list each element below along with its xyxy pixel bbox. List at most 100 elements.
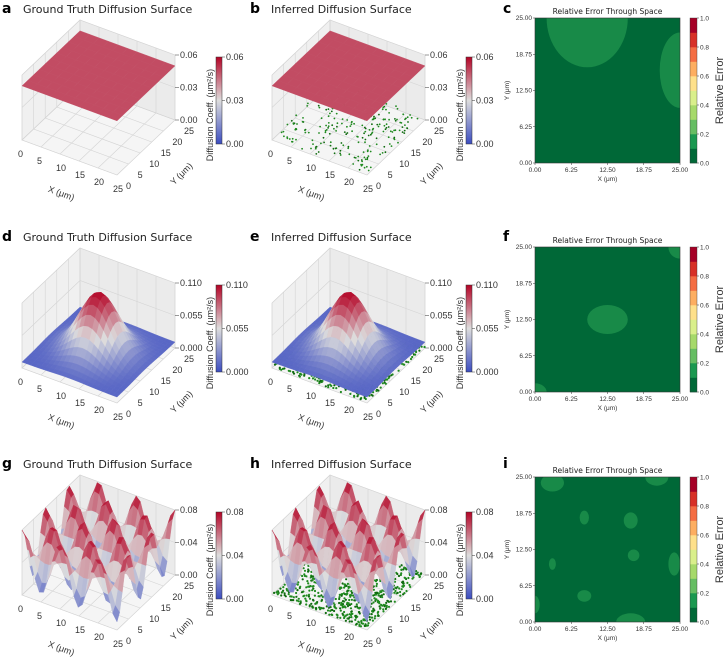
sample-point [346,589,349,592]
sample-point [398,587,401,590]
sample-point [420,572,423,575]
colorbar-segment [690,564,697,579]
gridline [271,247,426,304]
x-tick-label: 20 [94,177,104,187]
error-region [616,613,646,622]
sample-point [358,610,361,614]
x-tick-label: 10 [56,163,66,173]
sample-point [307,582,310,585]
sample-point [369,133,372,136]
sample-point [335,130,337,132]
sample-point [325,605,328,608]
sample-point [301,574,304,578]
y-tick-label: 10 [399,614,409,624]
sample-point [348,620,351,623]
sample-point [292,372,296,375]
sample-point [379,595,382,599]
sample-point [325,124,327,127]
sample-point [373,597,376,600]
sample-point [411,355,414,359]
sample-point [354,605,357,608]
colorbar-tick-label: 0.04 [226,551,244,561]
sample-point [344,598,347,601]
colorbar-frame [689,17,698,164]
y-tick-label: 25 [184,354,194,364]
colorbar-tick-label: 0.4 [700,103,709,110]
sample-point [292,596,295,599]
sample-point [343,583,346,586]
sample-point [343,131,346,134]
sample-point [364,158,367,161]
panel-letter: c [503,1,511,17]
sample-point [367,149,369,152]
sample-point [367,155,370,158]
sample-point [282,130,285,133]
sample-point [336,616,339,619]
sample-point [296,589,299,592]
sample-point [276,590,279,593]
panel-letter: g [2,456,12,472]
sample-point [311,139,314,142]
y-tick-label: 5 [388,170,393,180]
sample-point [379,153,381,156]
y-tick-label: 0 [126,636,131,646]
colorbar-tick-label: 0.110 [226,280,248,290]
y-tick-label: 5 [138,398,143,408]
x-tick-label: 10 [56,618,66,628]
sample-point [344,619,347,622]
sample-point [398,129,401,132]
sample-point [324,129,327,132]
colorbar-tick-label: 1.0 [700,245,709,252]
x-tick-label: 10 [56,391,66,401]
sample-point [349,125,352,127]
sample-point [312,577,315,580]
sample-point [292,370,295,374]
sample-point [302,117,304,119]
y-tick-label: 20 [422,365,432,375]
y-tick-label: 20 [422,137,432,147]
sample-point [311,579,314,582]
x-axis-label: X (μm) [598,176,618,183]
sample-point [312,143,314,146]
sample-point [361,136,364,139]
colorbar-segment [690,305,697,320]
sample-point [347,145,350,148]
sample-point [385,601,388,605]
sample-point [295,599,298,602]
z-axis-label: Diffusion Coeff. (μm²/s) [455,524,465,616]
error-region [668,247,680,259]
sample-point [288,138,291,140]
sample-point [371,123,373,126]
y-tick-label: 15 [161,376,171,386]
sample-point [335,387,338,390]
sample-point [355,622,358,626]
y-tick-label: 0.00 [519,160,532,167]
sample-point [343,597,346,600]
x-axis-label: X (μm) [47,184,76,203]
colorbar-tick-label: 0.8 [700,45,709,52]
sample-point [385,123,388,126]
sample-point [340,601,343,604]
sample-point [364,397,367,401]
error-region [579,510,589,525]
sample-point [418,575,421,579]
sample-point [405,568,408,571]
sample-point [330,110,333,113]
y-tick-label: 25.00 [516,15,533,22]
sample-point [347,147,350,150]
sample-point [355,605,359,608]
sample-point [369,166,372,169]
sample-point [331,608,334,612]
panel-letter: f [503,229,510,245]
y-tick-label: 5 [388,625,393,635]
sample-point [379,590,382,593]
z-tick-label: 0.110 [430,278,452,288]
sample-point [383,605,386,608]
sample-point [403,576,406,579]
y-tick-label: 5 [138,625,143,635]
sample-point [400,572,403,575]
sample-point [385,126,388,129]
sample-point [350,602,353,606]
sample-point [311,377,315,380]
sample-point [363,126,366,129]
